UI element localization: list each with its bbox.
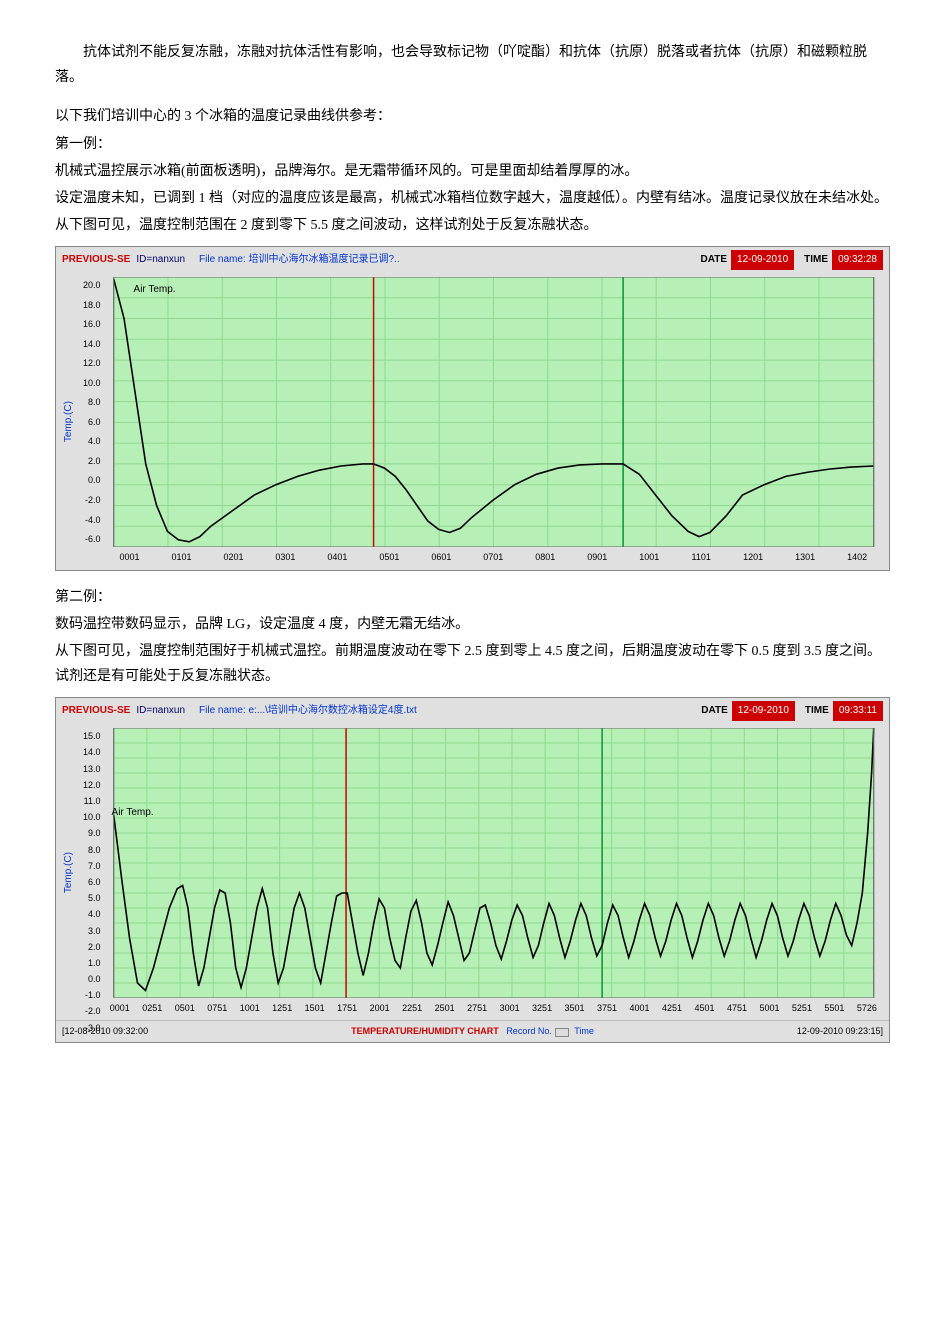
chart2-footer-right: 12-09-2010 09:23:15]	[797, 1023, 883, 1039]
chart1-header: PREVIOUS-SE ID=nanxun File name: 培训中心海尔冰…	[56, 247, 889, 273]
chart1-date-value: 12-09-2010	[731, 250, 794, 270]
chart2-prev-label: PREVIOUS-SE	[62, 702, 130, 720]
chart1-ylabel: Temp.(C)	[58, 401, 80, 442]
chart2-footer-left: [12-08-2010 09:32:00	[62, 1023, 148, 1039]
example2-line1: 数码温控带数码显示，品牌 LG，设定温度 4 度，内壁无霜无结冰。	[55, 612, 890, 637]
section-intro: 以下我们培训中心的 3 个冰箱的温度记录曲线供参考：	[55, 104, 890, 129]
chart2-footer-mid: TEMPERATURE/HUMIDITY CHART Record No. Ti…	[148, 1023, 797, 1039]
example2-title: 第二例：	[55, 585, 890, 610]
chart2-file-label: File name: e:...\培训中心海尔数控冰箱设定4度.txt	[199, 702, 417, 720]
example1-line1: 机械式温控展示冰箱(前面板透明)，品牌海尔。是无霜带循环风的。可是里面却结着厚厚…	[55, 159, 890, 184]
chart2-footer: [12-08-2010 09:32:00 TEMPERATURE/HUMIDIT…	[56, 1020, 889, 1041]
chart1-prev-label: PREVIOUS-SE	[62, 251, 130, 269]
chart1-svg	[104, 277, 883, 547]
example1-line3: 从下图可见，温度控制范围在 2 度到零下 5.5 度之间波动，这样试剂处于反复冻…	[55, 213, 890, 238]
example1-title: 第一例：	[55, 132, 890, 157]
chart2-id-label: ID=nanxun	[136, 702, 185, 720]
example1-line2: 设定温度未知，已调到 1 档（对应的温度应该是最高，机械式冰箱档位数字越大，温度…	[55, 186, 890, 211]
chart1-container: PREVIOUS-SE ID=nanxun File name: 培训中心海尔冰…	[55, 246, 890, 570]
chart2-container: PREVIOUS-SE ID=nanxun File name: e:...\培…	[55, 697, 890, 1042]
chart1-plot: Air Temp. 000101010201030104010501060107…	[104, 277, 883, 565]
chart1-date-label: DATE	[701, 251, 727, 269]
chart2-plot: Air Temp. 000102510501075110011251150117…	[104, 728, 883, 1016]
chart2-yticks: 15.014.013.012.011.010.09.08.07.06.05.04…	[80, 728, 104, 998]
chart1-time-value: 09:32:28	[832, 250, 883, 270]
chart1-file-label: File name: 培训中心海尔冰箱温度记录已调?..	[199, 251, 400, 269]
chart1-id-label: ID=nanxun	[136, 251, 185, 269]
chart1-yticks: 20.018.016.014.012.010.08.06.04.02.00.0-…	[80, 277, 104, 547]
chart2-legend: Air Temp.	[112, 804, 154, 822]
chart2-ylabel: Temp.(C)	[58, 852, 80, 893]
chart2-time-label: TIME	[805, 702, 829, 720]
chart2-svg	[104, 728, 883, 998]
paragraph-intro: 抗体试剂不能反复冻融，冻融对抗体活性有影响，也会导致标记物（吖啶酯）和抗体（抗原…	[55, 40, 890, 90]
chart2-date-value: 12-09-2010	[732, 701, 795, 721]
example2-line2: 从下图可见，温度控制范围好于机械式温控。前期温度波动在零下 2.5 度到零上 4…	[55, 639, 890, 689]
chart1-time-label: TIME	[804, 251, 828, 269]
chart2-date-label: DATE	[701, 702, 727, 720]
chart2-header: PREVIOUS-SE ID=nanxun File name: e:...\培…	[56, 698, 889, 724]
chart1-legend: Air Temp.	[134, 281, 176, 299]
chart2-time-value: 09:33:11	[833, 701, 883, 721]
chart2-xticks: 0001025105010751100112511501175120012251…	[104, 998, 883, 1016]
chart1-xticks: 0001010102010301040105010601070108010901…	[104, 547, 883, 565]
